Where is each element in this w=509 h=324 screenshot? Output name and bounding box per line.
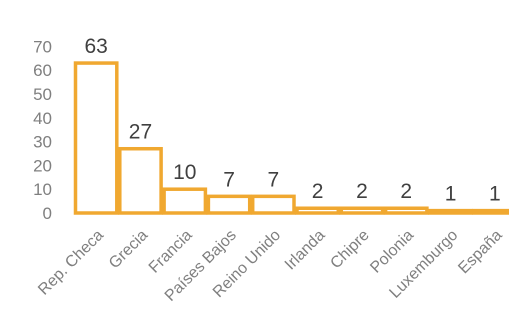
y-tick-label: 50 xyxy=(33,85,52,104)
data-label: 7 xyxy=(223,168,235,191)
y-tick-label: 20 xyxy=(33,156,52,175)
bar xyxy=(162,187,208,215)
x-tick-label: Rep. Checa xyxy=(35,227,107,299)
y-tick-label: 30 xyxy=(33,133,52,152)
bar xyxy=(118,146,163,215)
data-label: 2 xyxy=(356,180,368,203)
bar xyxy=(383,206,429,215)
data-label: 2 xyxy=(400,180,412,203)
data-label: 1 xyxy=(445,183,457,206)
x-tick-label: Irlanda xyxy=(282,227,329,274)
bar-series xyxy=(73,61,509,215)
y-tick-label: 10 xyxy=(33,180,52,199)
y-axis: 0 10 20 30 40 50 60 70 xyxy=(33,37,52,223)
y-tick-label: 0 xyxy=(43,204,52,223)
bar xyxy=(206,194,252,215)
data-label: 7 xyxy=(268,168,280,191)
bar xyxy=(339,206,385,215)
data-label: 27 xyxy=(129,121,152,144)
x-tick-label: España xyxy=(455,227,505,277)
data-labels: 63 27 10 7 7 2 2 2 1 1 xyxy=(84,35,500,206)
bar xyxy=(295,206,341,215)
x-tick-label: Chipre xyxy=(327,227,372,272)
data-label: 63 xyxy=(84,35,107,58)
x-tick-label: Grecia xyxy=(106,227,151,272)
y-tick-label: 70 xyxy=(33,37,52,56)
data-label: 2 xyxy=(312,180,324,203)
y-tick-label: 60 xyxy=(33,61,52,80)
data-label: 10 xyxy=(173,161,196,184)
bar xyxy=(428,208,473,215)
bar xyxy=(250,194,296,215)
data-label: 1 xyxy=(489,183,501,206)
y-tick-label: 40 xyxy=(33,109,52,128)
bar xyxy=(472,208,509,215)
bar xyxy=(73,61,119,215)
